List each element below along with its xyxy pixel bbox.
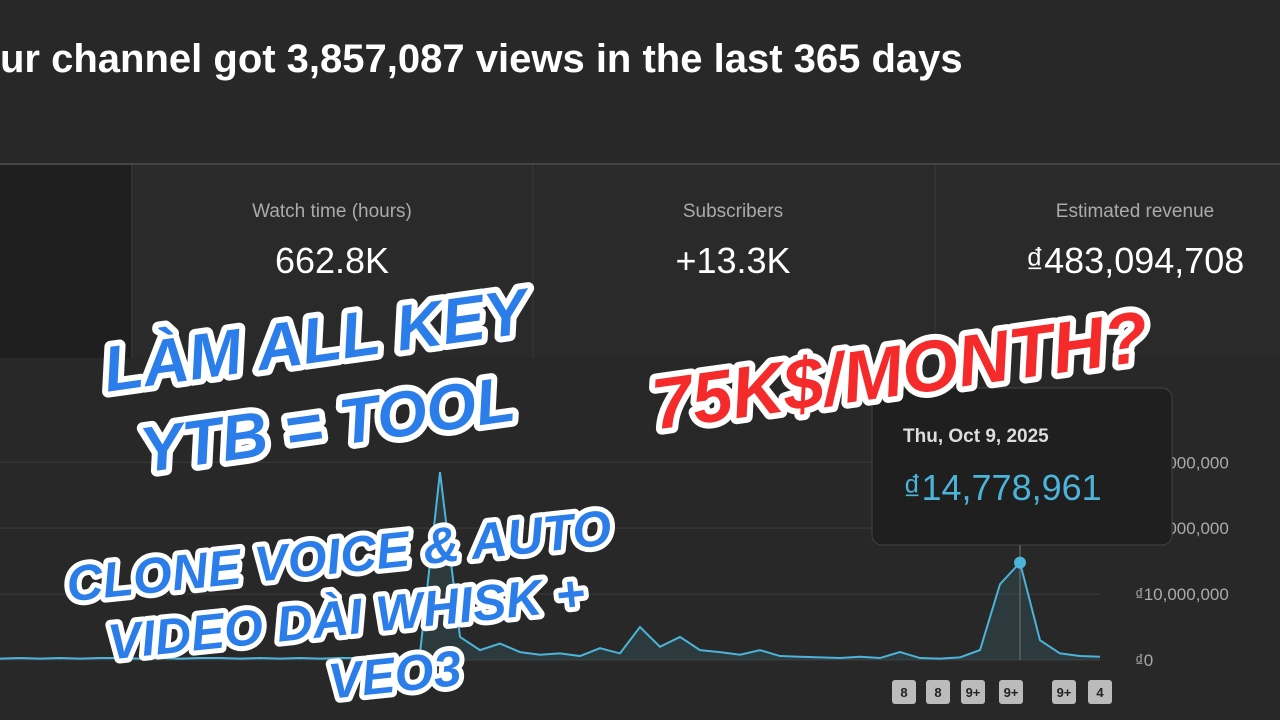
stat-label: Subscribers: [683, 201, 783, 222]
annotation-marker: [1088, 680, 1112, 704]
stat-label: Estimated revenue: [1056, 201, 1214, 222]
y-tick-label: ₫10,000,000: [1135, 585, 1229, 604]
annotation-marker: [892, 680, 916, 704]
stat-value: 662.8K: [275, 240, 389, 281]
annotation-marker: [926, 680, 950, 704]
y-tick-label: ₫0: [1135, 651, 1153, 670]
annotation-marker-label: 8: [900, 685, 907, 700]
tooltip-value: ₫14,778,961: [903, 467, 1102, 508]
line: [0, 472, 1101, 660]
annotation-marker-label: 9+: [1057, 685, 1072, 700]
annotation-marker-label: 9+: [966, 685, 981, 700]
tooltip: [871, 387, 1173, 546]
stat-card[interactable]: [936, 165, 1280, 358]
annotation-marker: [961, 680, 985, 704]
hover-point: [1014, 556, 1026, 569]
page-heading: ur channel got 3,857,087 views in the la…: [0, 37, 963, 81]
stat-card[interactable]: [534, 165, 934, 358]
stat-card[interactable]: [133, 165, 532, 358]
annotation-marker: [999, 680, 1023, 704]
stat-card[interactable]: [0, 165, 131, 358]
annotation-marker-label: 9+: [1004, 685, 1019, 700]
tooltip-date: Thu, Oct 9, 2025: [903, 426, 1049, 447]
stat-value: ₫483,094,708: [1026, 240, 1245, 281]
stat-value: +13.3K: [675, 240, 790, 281]
annotation-marker-label: 8: [934, 685, 941, 700]
area: [0, 472, 1100, 660]
annotation-marker: [1052, 680, 1076, 704]
annotation-marker-label: 4: [1096, 685, 1104, 700]
stat-label: Watch time (hours): [252, 201, 412, 222]
